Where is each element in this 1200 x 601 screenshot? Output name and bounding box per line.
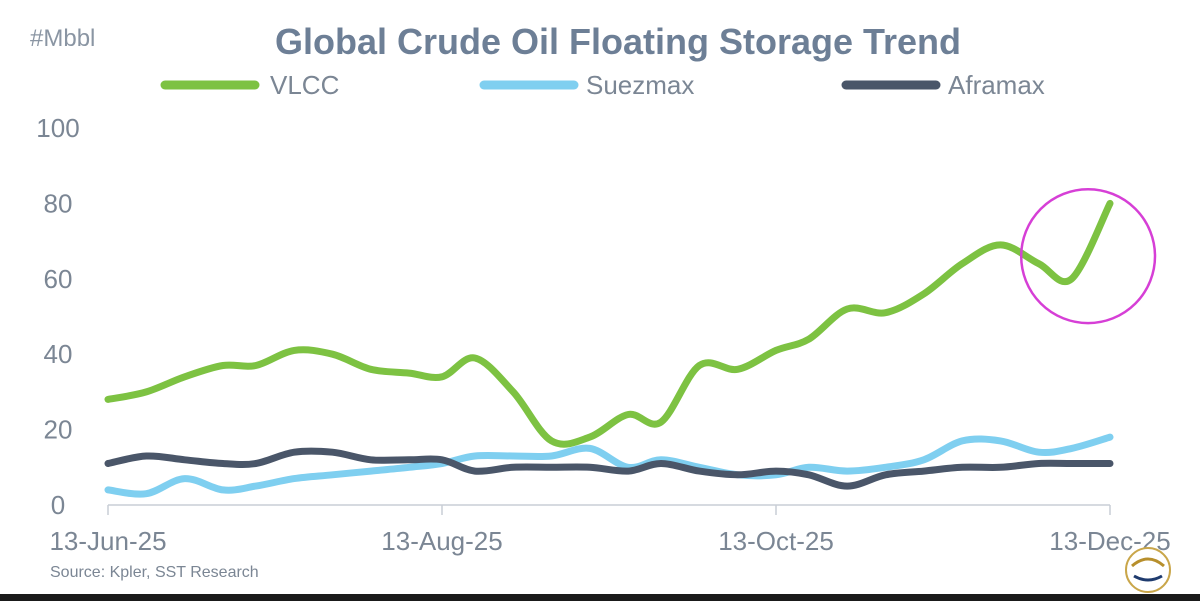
y-tick-label: 60: [44, 264, 73, 294]
series-line-vlcc: [104, 199, 1114, 448]
legend-label-vlcc: VLCC: [270, 70, 339, 100]
highlight-circle: [1019, 188, 1157, 325]
x-axis: 13-Jun-25 13-Aug-25 13-Oct-25 13-Dec-25: [49, 504, 1171, 556]
legend-label-aframax: Aframax: [948, 70, 1045, 100]
annotation-layer: [1019, 188, 1157, 325]
y-axis-unit-label: #Mbbl: [30, 25, 95, 52]
source-note: Source: Kpler, SST Research: [50, 564, 259, 581]
series-line-aframax: [104, 447, 1114, 490]
legend: VLCC Suezmax Aframax: [160, 70, 1045, 100]
series-layer: [104, 199, 1114, 498]
y-tick-label: 20: [44, 415, 73, 445]
y-tick-label: 40: [44, 339, 73, 369]
publisher-logo: [1125, 547, 1171, 593]
legend-label-suezmax: Suezmax: [586, 70, 694, 100]
y-axis-ticks: 0 20 40 60 80 100: [36, 113, 79, 520]
x-tick-label: 13-Oct-25: [718, 526, 834, 556]
y-tick-label: 80: [44, 188, 73, 218]
bottom-edge-bar: [0, 594, 1200, 601]
y-tick-label: 100: [36, 113, 79, 143]
x-tick-label: 13-Jun-25: [49, 526, 166, 556]
chart-title: Global Crude Oil Floating Storage Trend: [275, 21, 961, 62]
series-line-suezmax: [104, 433, 1114, 498]
y-tick-label: 0: [51, 490, 65, 520]
x-tick-label: 13-Aug-25: [381, 526, 502, 556]
